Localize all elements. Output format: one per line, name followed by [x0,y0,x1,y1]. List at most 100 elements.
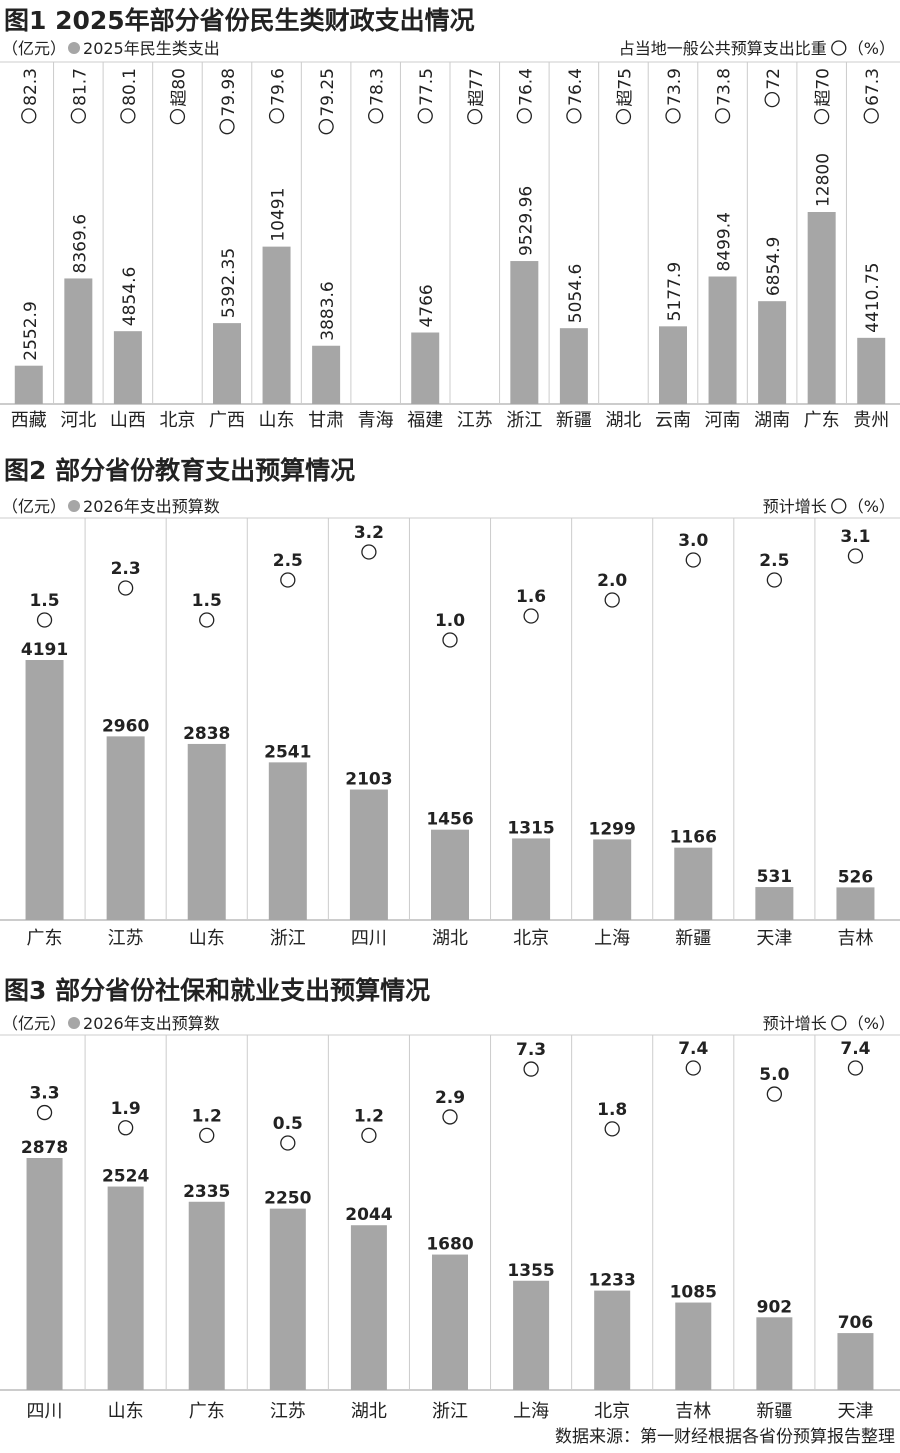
legend-swatch [831,1015,847,1031]
growth-label: 2.5 [273,551,303,571]
bar-value-label: 2250 [264,1189,311,1209]
bar [837,1333,874,1390]
bar-value-label: 10491 [269,188,289,242]
x-tick-label: 上海 [513,1401,549,1422]
bar-value-label: 2103 [345,770,392,790]
share-marker [764,91,780,108]
bar [432,1254,468,1390]
bar [26,1158,63,1390]
legend-label: 2026年支出预算数 [83,497,220,516]
bar [756,1317,793,1390]
legend-swatch [68,500,81,512]
x-tick-label: 广东 [27,928,63,949]
bar [349,789,388,920]
x-tick-label: 新疆 [675,928,711,949]
growth-label: 5.0 [759,1065,789,1085]
share-label: 78.3 [368,68,388,106]
bar [857,337,886,404]
x-tick-label: 浙江 [270,928,306,949]
growth-marker [847,1060,864,1076]
legend-swatch [831,40,847,56]
chart-title: 图2 部分省份教育支出预算情况 [4,456,355,485]
legend-label: 占当地一般公共预算支出比重 [619,39,827,58]
bar [594,1290,631,1390]
x-tick-label: 河南 [705,410,741,431]
bar-value-label: 2552.9 [21,301,41,360]
bar-value-label: 4766 [417,284,437,327]
growth-marker [847,548,864,564]
x-tick-label: 山东 [259,410,295,431]
legend-label: 预计增长 [763,497,827,516]
legend-label: 预计增长 [763,1014,827,1033]
growth-label: 0.5 [273,1114,303,1134]
bar-value-label: 902 [757,1297,793,1317]
bar [312,345,341,404]
y2-axis-unit: （%） [848,1014,895,1033]
y-axis-unit: （亿元） [2,1014,66,1033]
bar [510,261,539,404]
growth-marker [604,592,620,608]
growth-label: 1.8 [597,1100,627,1120]
x-tick-label: 甘肃 [308,410,344,431]
share-label: 76.4 [516,68,536,106]
x-tick-label: 云南 [655,410,691,431]
bar-value-label: 5177.9 [665,262,685,321]
footer: 数据来源：第一财经根据各省份预算报告整理 [555,1427,895,1447]
growth-marker [280,1135,296,1151]
x-tick-label: 江苏 [270,1401,306,1422]
growth-marker [117,580,134,596]
bar [675,1302,712,1390]
legend-label: 2025年民生类支出 [83,39,220,58]
growth-marker [523,608,539,624]
share-marker [814,108,830,125]
share-marker [21,108,37,124]
bar-value-label: 526 [838,867,874,887]
bar [268,762,307,920]
x-tick-label: 湖北 [605,410,641,431]
x-tick-label: 贵州 [853,410,889,431]
share-marker [417,108,433,124]
bar [113,331,142,404]
bar-value-label: 2524 [102,1167,149,1187]
share-label: 超70 [814,68,834,107]
share-label: 72 [764,68,784,90]
y-axis-unit: （亿元） [2,497,66,516]
share-marker [318,119,334,135]
bar-value-label: 1680 [426,1235,473,1255]
share-label: 超75 [615,68,635,107]
bar [213,323,241,404]
x-tick-label: 青海 [358,410,394,431]
bar-value-label: 2838 [183,724,230,744]
bar [559,328,588,404]
bar-value-label: 12800 [814,153,834,207]
growth-label: 7.4 [840,1039,870,1059]
share-marker [714,108,731,124]
growth-label: 1.9 [111,1099,141,1119]
bar [755,887,794,920]
x-tick-label: 河北 [60,410,96,431]
legend-swatch [68,42,81,54]
growth-label: 1.0 [435,611,465,631]
bar [836,887,875,920]
bar-value-label: 4410.75 [863,263,883,333]
bar [758,301,787,404]
growth-marker [199,612,215,628]
growth-marker [361,544,377,560]
bar-value-label: 5054.6 [566,264,586,323]
x-tick-label: 西藏 [11,410,47,431]
x-tick-label: 新疆 [756,1401,792,1422]
bar-value-label: 8369.6 [70,214,90,273]
growth-label: 1.2 [354,1106,384,1126]
bar-value-label: 1085 [670,1283,717,1303]
y-axis-unit: （亿元） [2,39,66,58]
bar [807,212,836,404]
x-tick-label: 浙江 [432,1401,468,1422]
share-marker [566,108,582,124]
growth-label: 3.1 [840,527,870,547]
share-label: 79.6 [269,68,289,106]
bar-value-label: 1355 [507,1261,554,1281]
bar-value-label: 1166 [670,828,717,848]
bar-value-label: 2878 [21,1138,68,1158]
bar [107,1186,144,1390]
chart-title: 图1 2025年部分省份民生类财政支出情况 [4,6,475,35]
